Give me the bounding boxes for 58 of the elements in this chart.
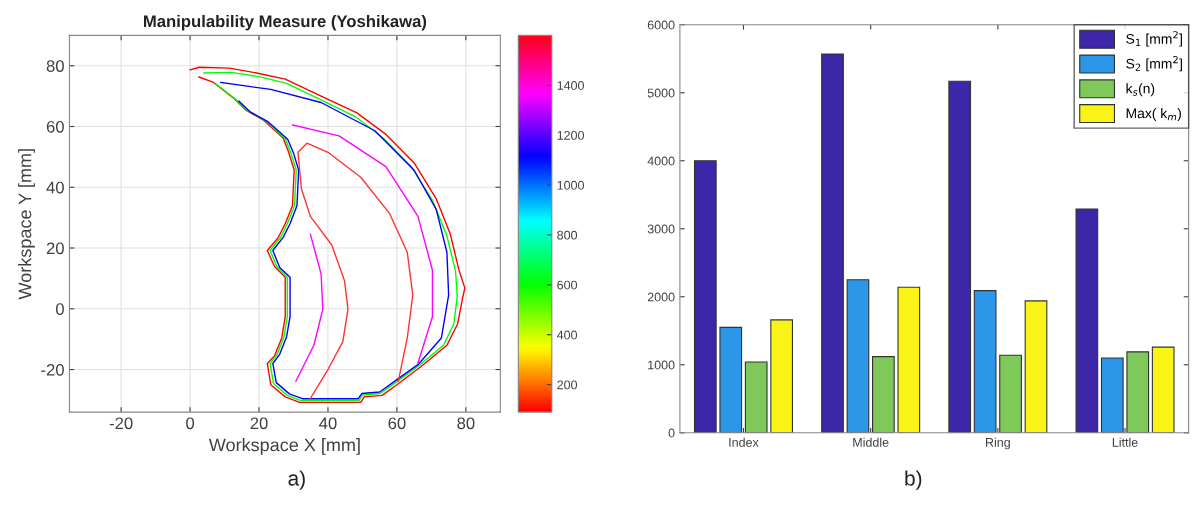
legend-label: S$_{2}$ [mm$^{2}$] bbox=[1126, 55, 1182, 72]
x-tick-label: Index bbox=[729, 437, 759, 447]
y-tick-label: 20 bbox=[46, 242, 64, 255]
text: a) bbox=[288, 470, 305, 490]
x-axis-title: Workspace X [mm] bbox=[208, 438, 360, 455]
x-tick-label: 20 bbox=[250, 417, 268, 430]
legend-label: Max( k$_{m}$) bbox=[1126, 108, 1181, 121]
y-tick-label: -20 bbox=[41, 363, 64, 376]
x-tick-label: Ring bbox=[986, 437, 1010, 450]
line-series bbox=[295, 233, 324, 382]
y-tick-label: 0 bbox=[55, 303, 64, 315]
y-tick-label: 4000 bbox=[647, 156, 675, 166]
y-tick-label: 6000 bbox=[647, 20, 675, 30]
y-tick-label: 40 bbox=[46, 181, 64, 194]
bar bbox=[693, 160, 717, 433]
x-tick-label: 40 bbox=[319, 417, 337, 430]
bar bbox=[1151, 346, 1175, 433]
y-tick-label: 3000 bbox=[647, 224, 675, 234]
bar bbox=[770, 319, 794, 433]
chart-title: Manipulability Measure (Yoshikawa) bbox=[144, 14, 427, 31]
bar bbox=[1126, 351, 1150, 433]
y-axis-title: Workspace Y [mm] bbox=[18, 149, 35, 300]
x-tick-label: -20 bbox=[109, 417, 133, 430]
y-tick-label: 0 bbox=[668, 428, 675, 438]
bar bbox=[744, 361, 768, 433]
bar bbox=[973, 290, 997, 433]
y-tick-label: 80 bbox=[46, 60, 64, 72]
x-tick-label: Middle bbox=[853, 437, 889, 447]
y-tick-label: 1000 bbox=[648, 360, 675, 370]
y-tick-label: 5000 bbox=[647, 88, 675, 98]
x-tick-label: Little bbox=[1112, 437, 1138, 447]
bar bbox=[999, 354, 1022, 433]
bar bbox=[846, 279, 870, 433]
bar bbox=[1100, 357, 1124, 433]
color-bar-label: 200 bbox=[557, 380, 578, 390]
bar bbox=[719, 326, 743, 433]
line-series bbox=[291, 124, 434, 364]
legend-label: k$_{s}$(n) bbox=[1126, 83, 1155, 97]
bar bbox=[821, 53, 844, 433]
bar bbox=[897, 286, 921, 433]
color-bar-label: 1000 bbox=[557, 180, 584, 190]
line-series bbox=[297, 142, 414, 400]
x-tick-label: 0 bbox=[186, 417, 195, 430]
bar bbox=[872, 356, 895, 433]
color-bar-label: 400 bbox=[556, 330, 578, 340]
text: b) bbox=[905, 470, 922, 490]
x-tick-label: 80 bbox=[457, 417, 475, 430]
color-bar-label: 1200 bbox=[557, 130, 584, 140]
legend-label: S$_{1}$ [mm$^{2}$] bbox=[1126, 31, 1182, 47]
bar bbox=[948, 80, 972, 433]
x-tick-label: 60 bbox=[388, 417, 406, 430]
bar bbox=[1024, 300, 1048, 433]
y-tick-label: 60 bbox=[46, 120, 64, 133]
color-bar-label: 1400 bbox=[557, 81, 584, 90]
y-tick-label: 2000 bbox=[647, 292, 675, 302]
color-bar-label: 800 bbox=[557, 230, 578, 240]
color-bar-label: 600 bbox=[557, 280, 578, 290]
bar bbox=[1075, 208, 1099, 433]
